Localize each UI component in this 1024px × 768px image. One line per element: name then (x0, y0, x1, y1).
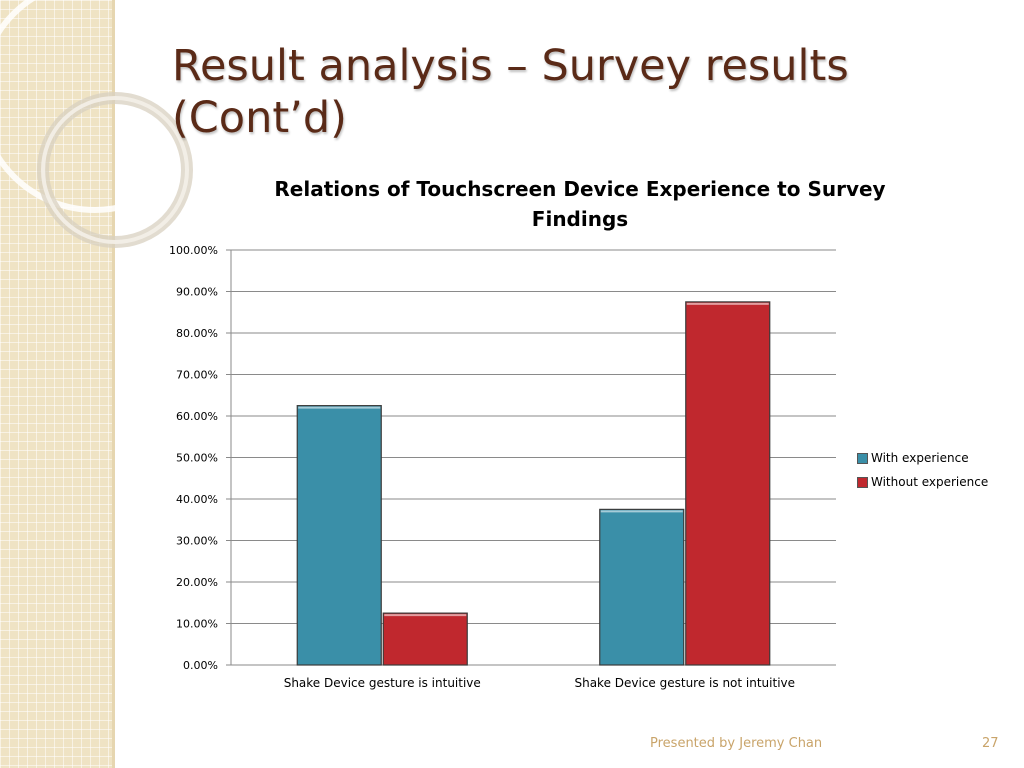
y-tick-label: 40.00% (176, 493, 218, 506)
y-tick-label: 20.00% (176, 576, 218, 589)
y-tick-label: 100.00% (169, 244, 218, 257)
y-tick-label: 60.00% (176, 410, 218, 423)
legend-label: Without experience (871, 475, 989, 489)
bar (382, 612, 468, 666)
x-category-label: Shake Device gesture is not intuitive (574, 676, 795, 690)
chart-legend: With experience Without experience (857, 446, 988, 494)
bar (685, 301, 771, 666)
legend-swatch-icon (857, 476, 868, 488)
page-number: 27 (982, 736, 999, 751)
x-category-label: Shake Device gesture is intuitive (284, 676, 481, 690)
bar (599, 508, 685, 666)
slide-title: Result analysis – Survey results (Cont’d… (172, 41, 849, 143)
side-panel-edge (112, 0, 115, 768)
legend-item-without-experience: Without experience (857, 470, 988, 494)
y-tick-label: 70.00% (176, 369, 218, 382)
decorative-rings (0, 0, 213, 248)
y-tick-label: 0.00% (183, 659, 218, 672)
presenter-footer: Presented by Jeremy Chan (650, 736, 823, 751)
y-tick-label: 80.00% (176, 327, 218, 340)
legend-item-with-experience: With experience (857, 446, 988, 470)
y-tick-label: 30.00% (176, 535, 218, 548)
bar (296, 405, 382, 666)
chart-title: Relations of Touchscreen Device Experien… (274, 177, 886, 231)
y-tick-label: 50.00% (176, 452, 218, 465)
y-tick-label: 90.00% (176, 286, 218, 299)
y-tick-label: 10.00% (176, 618, 218, 631)
legend-label: With experience (871, 451, 969, 465)
legend-swatch-icon (857, 452, 868, 464)
